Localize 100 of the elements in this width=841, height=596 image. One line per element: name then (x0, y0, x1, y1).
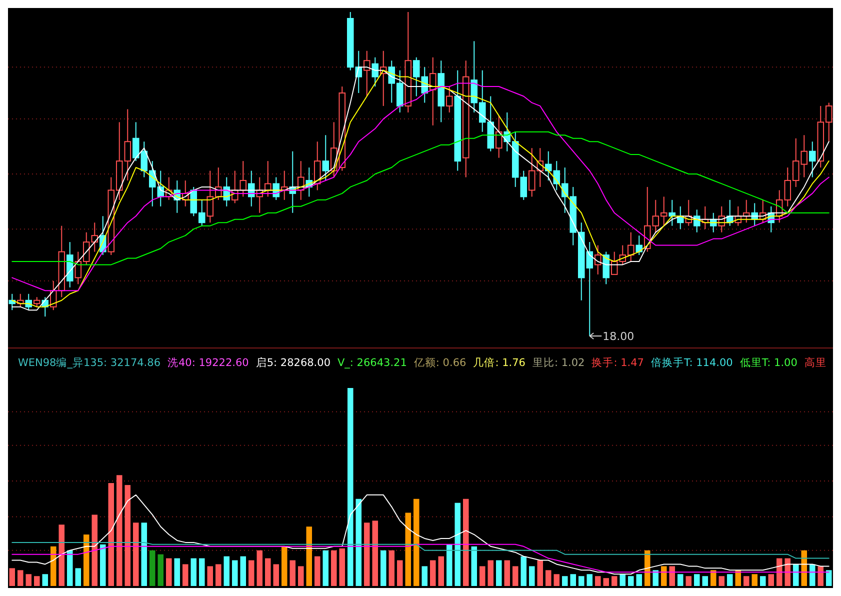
text: 高里 (804, 356, 826, 369)
bar (66, 550, 73, 586)
candlestick (594, 244, 602, 275)
text: 换手: 1.47 (592, 356, 644, 369)
text: 低里T: 1.00 (740, 357, 798, 369)
bar (479, 566, 486, 586)
bar (330, 550, 337, 586)
candlestick (372, 56, 379, 88)
bar (116, 475, 122, 586)
bar (454, 502, 461, 586)
bar (594, 576, 601, 586)
bar (660, 566, 667, 586)
bar (42, 574, 48, 586)
text: 洗40: 19222.60 (168, 356, 249, 369)
candlestick (33, 296, 40, 308)
bar (644, 550, 650, 586)
bar (801, 550, 808, 586)
candlestick (602, 251, 610, 285)
bar (520, 556, 527, 586)
bar (190, 558, 197, 586)
bar (388, 550, 395, 586)
bar (182, 564, 188, 586)
bar (248, 560, 254, 586)
bar (776, 558, 782, 586)
candlestick (240, 160, 247, 198)
bar (496, 560, 502, 586)
bar (347, 388, 354, 586)
bar (26, 574, 32, 586)
bar (430, 560, 436, 586)
bar (174, 558, 180, 586)
bar (488, 560, 494, 586)
bar (256, 550, 263, 586)
bar (50, 546, 56, 586)
bar (100, 544, 106, 586)
bar (628, 576, 634, 586)
candlestick (314, 141, 321, 191)
bar (686, 576, 692, 586)
bar (124, 485, 131, 586)
bar (809, 564, 816, 586)
bar (405, 512, 412, 586)
candlestick (322, 134, 330, 181)
bar (528, 566, 535, 586)
bar (570, 574, 576, 586)
bar (702, 576, 708, 586)
bar (446, 544, 452, 586)
text: WEN98编_异135: 32174.86 (18, 356, 161, 369)
bar (198, 558, 205, 586)
candlestick (636, 235, 643, 256)
bar (215, 564, 222, 586)
bar (710, 570, 716, 586)
candlestick (495, 115, 502, 158)
text: 启5: 28268.00 (256, 356, 330, 369)
bar (83, 534, 90, 586)
candlestick (264, 160, 272, 198)
text: V_: 26643.21 (338, 357, 407, 369)
bar (462, 498, 469, 586)
bar (339, 548, 346, 586)
bar (735, 570, 742, 586)
candlestick (446, 86, 453, 113)
bar (512, 566, 518, 586)
bar (562, 576, 568, 586)
bar (281, 546, 288, 586)
bar (290, 560, 296, 586)
bar (240, 556, 246, 586)
bar (9, 568, 16, 586)
bar (471, 546, 478, 586)
bar (75, 568, 82, 586)
bar (554, 574, 560, 586)
bar (438, 556, 444, 586)
bar (726, 574, 733, 586)
text: 亿额: 0.66 (412, 356, 466, 369)
bar (752, 574, 758, 586)
bar (58, 524, 65, 586)
bar (760, 576, 766, 586)
bar (636, 574, 642, 586)
bar (586, 574, 593, 586)
bar (380, 550, 386, 586)
bar (669, 566, 676, 586)
text: 倍换手T: 114.00 (650, 356, 733, 369)
bar (504, 560, 510, 586)
bar (545, 570, 552, 586)
bar (34, 576, 40, 586)
bar (158, 554, 164, 586)
candlestick (363, 50, 370, 97)
bar (694, 574, 700, 586)
bar (652, 570, 659, 586)
bar (314, 556, 320, 586)
candlestick (808, 141, 816, 178)
bar (826, 570, 832, 586)
bar (207, 566, 214, 586)
bar (224, 556, 230, 586)
bar (611, 576, 618, 586)
bar (578, 576, 584, 586)
candlestick (429, 56, 436, 126)
bar (743, 576, 750, 586)
bar (141, 522, 148, 586)
bar (298, 566, 304, 586)
bar (17, 570, 24, 586)
bar (92, 514, 98, 586)
bar (166, 558, 172, 586)
